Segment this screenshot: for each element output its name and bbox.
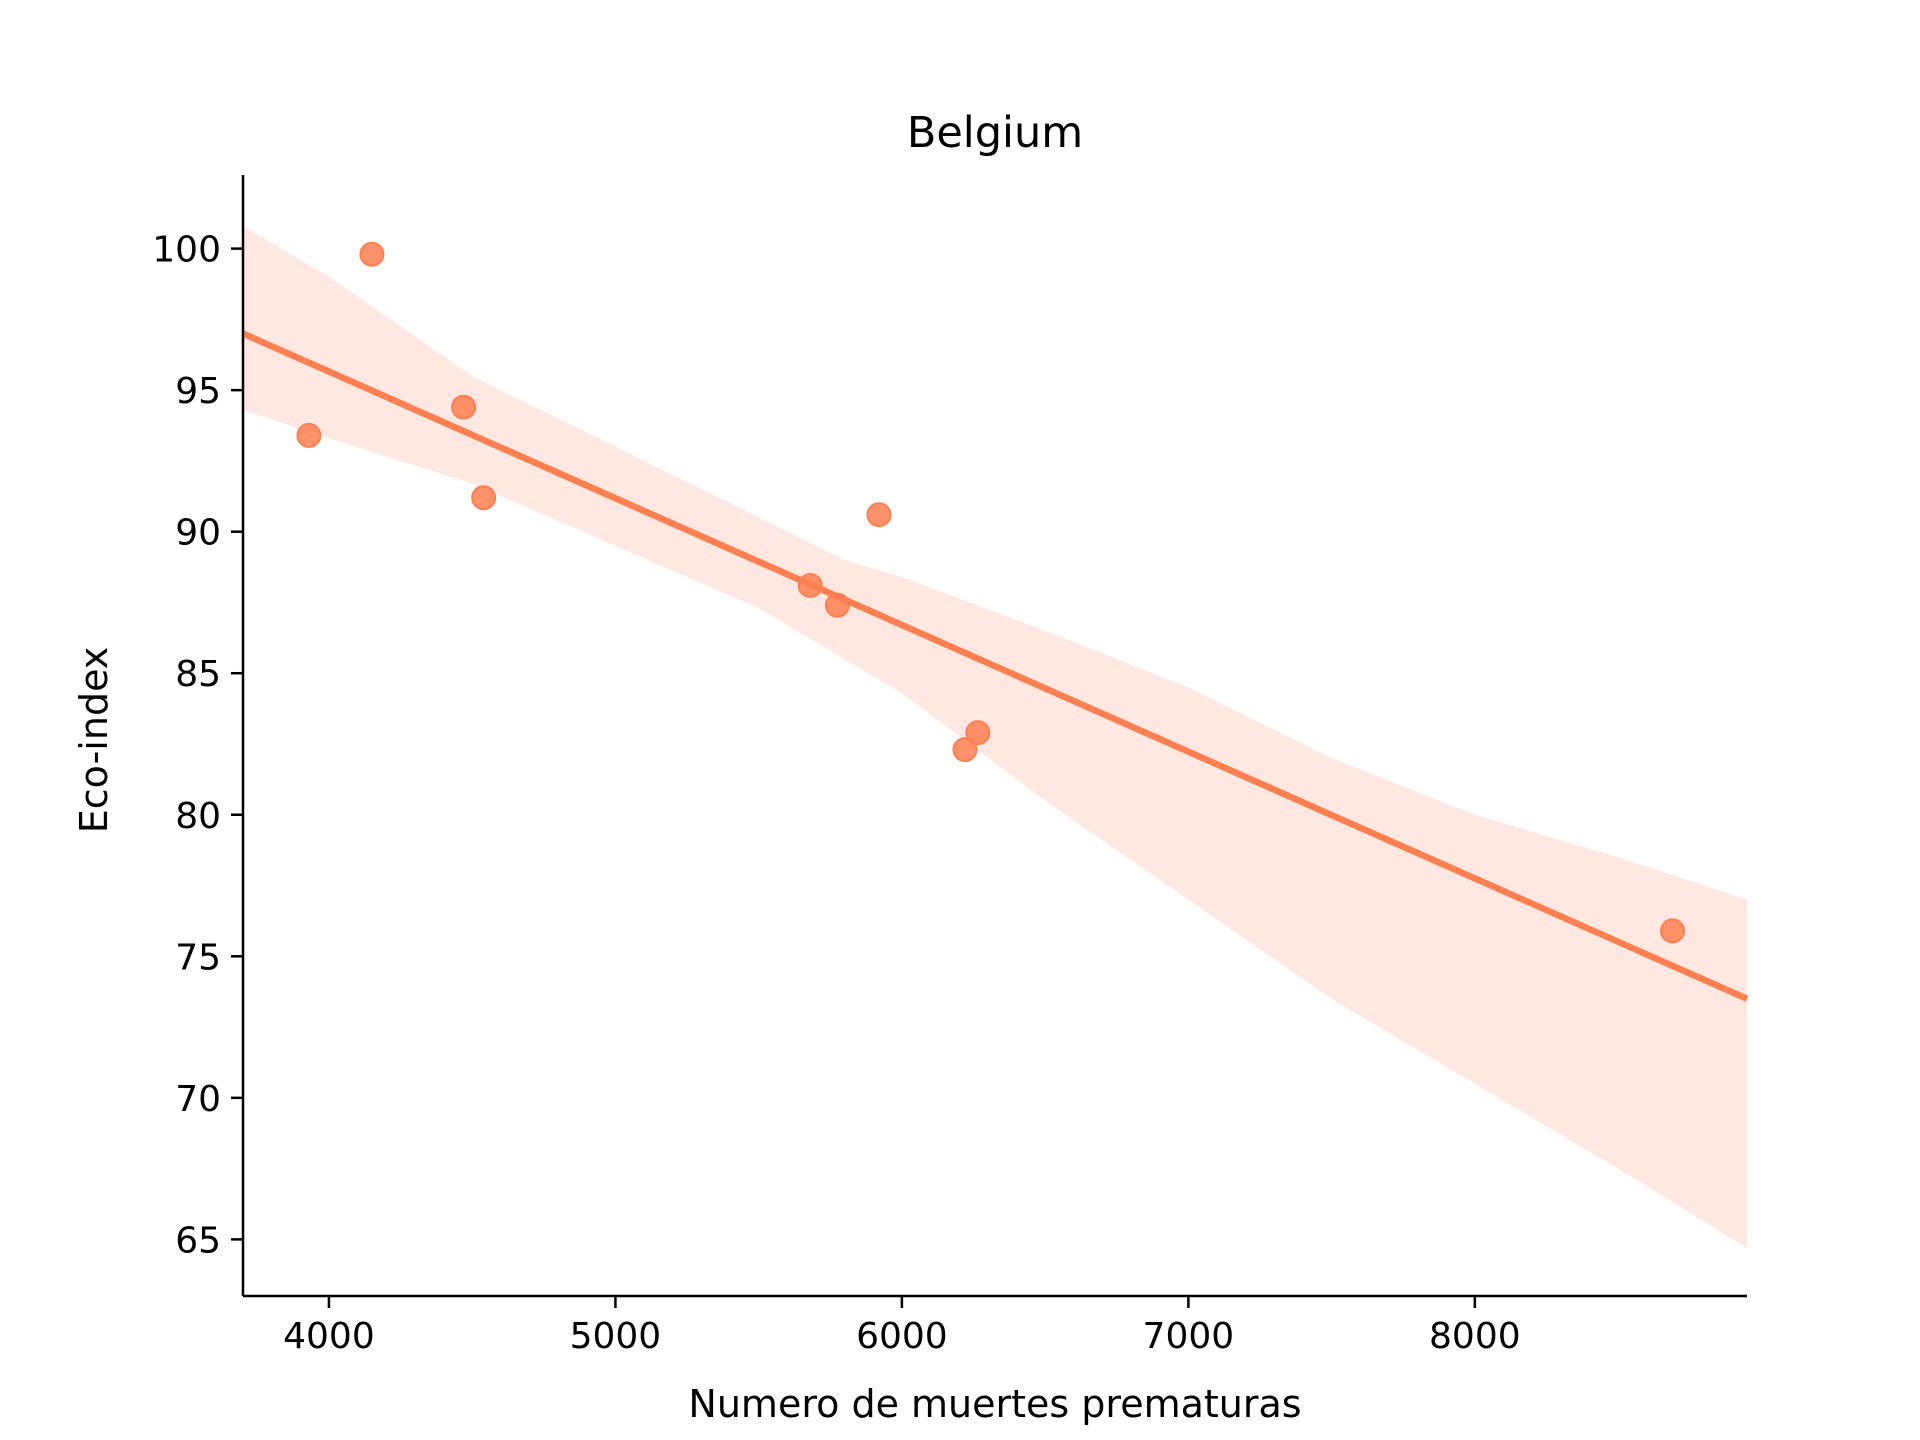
data-point-3 [451, 394, 477, 420]
data-point-7 [866, 502, 892, 528]
data-point-2 [359, 241, 385, 267]
data-point-8 [952, 737, 978, 763]
x-tick-label-7000: 7000 [1143, 1316, 1235, 1357]
y-axis-label: Eco-index [72, 647, 116, 834]
confidence-band [243, 226, 1747, 1248]
y-tick-label-85: 85 [175, 654, 221, 695]
x-tick-label-6000: 6000 [856, 1316, 948, 1357]
y-tick-label-90: 90 [175, 513, 221, 554]
x-tick-label-8000: 8000 [1429, 1316, 1521, 1357]
data-point-5 [797, 572, 823, 598]
data-point-4 [471, 485, 497, 511]
x-ticks-layer: 4000 5000 6000 7000 8000 [283, 1296, 1521, 1357]
y-tick-label-100: 100 [152, 230, 221, 271]
y-tick-label-95: 95 [175, 371, 221, 412]
regression-line [241, 330, 1749, 1002]
data-point-10 [1660, 918, 1686, 944]
data-point-6 [824, 592, 850, 618]
axes-layer [241, 175, 1747, 1298]
data-points-layer [296, 241, 1686, 944]
y-tick-label-80: 80 [175, 796, 221, 837]
regression-line-layer [241, 330, 1749, 1002]
y-tick-label-75: 75 [175, 937, 221, 978]
x-tick-label-4000: 4000 [283, 1316, 375, 1357]
y-tick-label-65: 65 [175, 1220, 221, 1261]
data-point-1 [296, 422, 322, 448]
x-axis-label: Numero de muertes prematuras [688, 1382, 1301, 1426]
chart-title: Belgium [907, 108, 1083, 158]
data-point-9 [965, 720, 991, 746]
y-tick-label-70: 70 [175, 1079, 221, 1120]
x-tick-label-5000: 5000 [570, 1316, 662, 1357]
y-ticks-layer: 65 70 75 80 85 90 95 100 [152, 230, 243, 1261]
confidence-band-layer [243, 226, 1747, 1248]
